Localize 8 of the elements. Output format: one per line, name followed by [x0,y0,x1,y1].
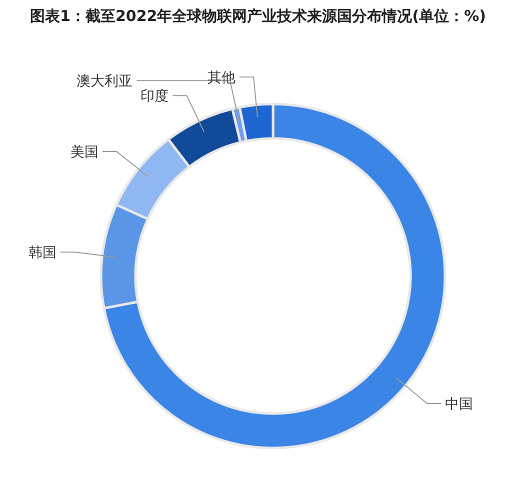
slice-label: 其他 [208,70,236,86]
slice-label: 中国 [445,396,474,412]
slice-label: 印度 [140,88,169,105]
slice-label: 澳大利亚 [76,74,133,90]
chart-title: 图表1：截至2022年全球物联网产业技术来源国分布情况(单位：%) [29,6,487,26]
slice-label: 韩国 [28,245,56,262]
donut-slice [102,102,446,450]
slice-label: 美国 [70,144,99,160]
